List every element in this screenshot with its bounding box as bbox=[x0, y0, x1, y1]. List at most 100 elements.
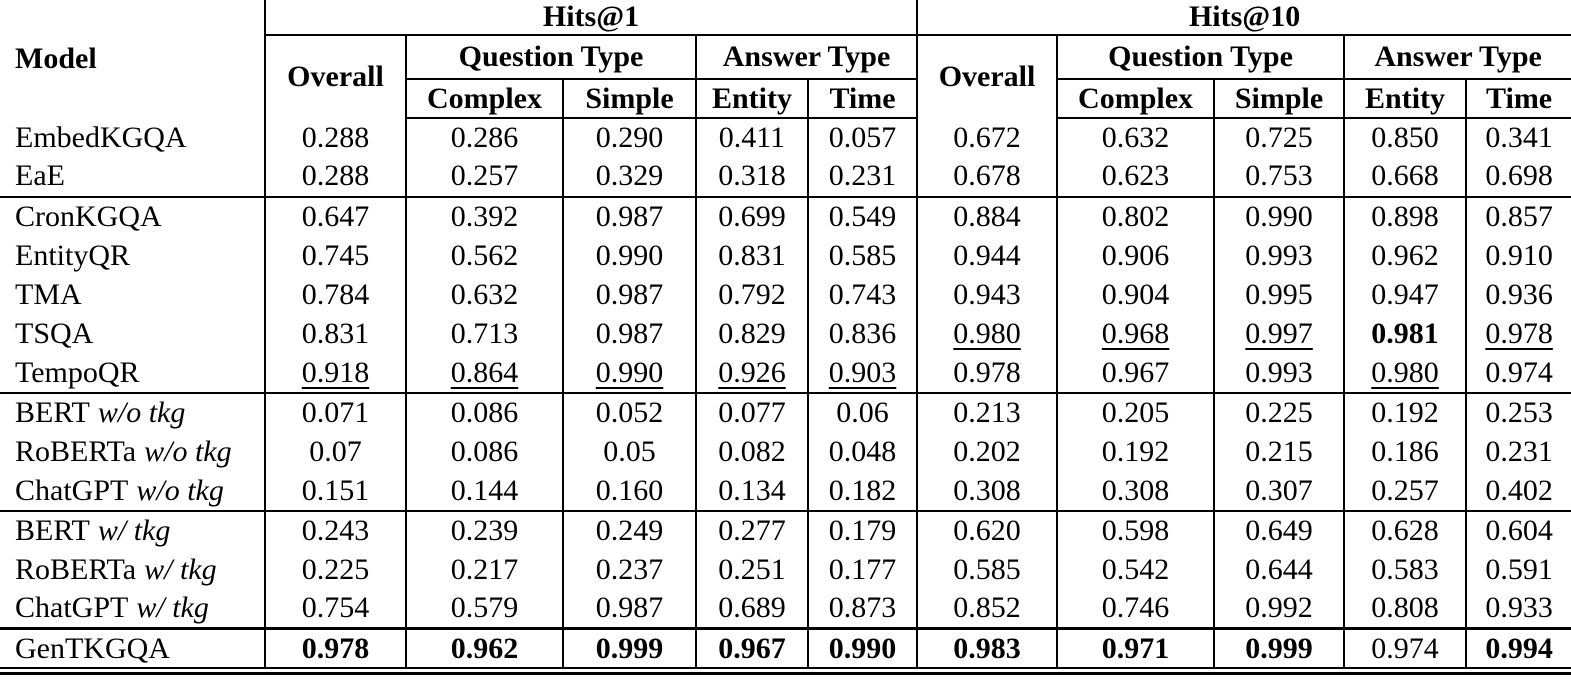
cell-value: 0.579 bbox=[406, 589, 564, 631]
cell-value: 0.341 bbox=[1485, 121, 1553, 155]
cell-value: 0.936 bbox=[1485, 277, 1553, 311]
cell-value: 0.743 bbox=[808, 275, 919, 315]
cell-model: TSQA bbox=[0, 314, 266, 354]
model-suffix: w/ tkg bbox=[97, 514, 171, 548]
cell-value: 0.699 bbox=[696, 196, 809, 236]
cell-value: 0.239 bbox=[406, 510, 564, 551]
col-header-overall-hits1: Overall bbox=[265, 35, 407, 118]
cell-value: 0.980 bbox=[917, 314, 1059, 354]
cell-value: 0.308 bbox=[1057, 471, 1216, 512]
cell-model: GenTKGQA bbox=[0, 628, 266, 670]
cell-value: 0.808 bbox=[1344, 589, 1468, 631]
col-header-question-type-hits1: Question Type bbox=[406, 35, 697, 80]
cell-value: 0.549 bbox=[808, 196, 919, 236]
model-name: BERT bbox=[15, 514, 90, 548]
cell-value: 0.978 bbox=[265, 628, 407, 670]
cell-value: 0.277 bbox=[696, 510, 809, 551]
cell-value: 0.213 bbox=[917, 393, 1059, 433]
model-name: RoBERTa bbox=[15, 552, 137, 586]
col-header-simple-hits1: Simple bbox=[563, 79, 697, 119]
cell-value: 0.947 bbox=[1344, 275, 1468, 315]
cell-value: 0.974 bbox=[1344, 628, 1468, 670]
cell-value: 0.745 bbox=[265, 235, 407, 276]
col-header-simple-hits10: Simple bbox=[1214, 79, 1346, 119]
cell-value: 0.999 bbox=[1214, 628, 1346, 670]
cell-value: 0.910 bbox=[1485, 238, 1553, 272]
cell-value: 0.987 bbox=[563, 589, 697, 631]
bottom-double-rule bbox=[0, 672, 1571, 676]
cell-value: 0.071 bbox=[265, 393, 407, 433]
table-header: Model Hits@1 Hits@10 Overall Question Ty… bbox=[0, 0, 1571, 119]
model-name: CronKGQA bbox=[15, 199, 162, 233]
cell-value: 0.698 bbox=[1466, 157, 1571, 198]
header-row-leaf: Complex Simple Entity Time Complex Simpl… bbox=[0, 79, 1571, 119]
header-row-subgroups: Overall Question Type Answer Type Overal… bbox=[0, 35, 1571, 118]
model-name: EntityQR bbox=[15, 238, 131, 272]
cell-value: 0.177 bbox=[808, 550, 919, 590]
cell-value: 0.792 bbox=[696, 275, 809, 315]
cell-model: EaE bbox=[0, 157, 266, 198]
cell-value: 0.987 bbox=[563, 314, 697, 354]
cell-value: 0.990 bbox=[1214, 196, 1346, 236]
table-row: TempoQR 0.918 0.864 0.990 0.926 0.903 0.978 0.9… bbox=[0, 353, 1571, 395]
cell-value: 0.192 bbox=[1057, 432, 1216, 472]
cell-value: 0.943 bbox=[917, 275, 1059, 315]
cell-value: 0.987 bbox=[563, 275, 697, 315]
cell-value: 0.585 bbox=[808, 235, 919, 276]
cell-value: 0.990 bbox=[808, 628, 919, 670]
cell-value: 0.873 bbox=[808, 589, 919, 631]
cell-model: EntityQR bbox=[0, 235, 266, 276]
header-row-groups: Model Hits@1 Hits@10 bbox=[0, 0, 1571, 118]
cell-value: 0.07 bbox=[265, 432, 407, 472]
cell-value: 0.944 bbox=[917, 235, 1059, 276]
cell-value: 0.160 bbox=[563, 471, 697, 512]
cell-value: 0.179 bbox=[808, 510, 919, 551]
cell-value: 0.562 bbox=[406, 235, 564, 276]
cell-value: 0.962 bbox=[1344, 235, 1468, 276]
table-row: BERT w/ tkg 0.243 0.239 0.249 0.277 0.179 0.620… bbox=[0, 510, 1571, 551]
cell-value: 0.980 bbox=[1344, 353, 1468, 395]
table-row: GenTKGQA 0.978 0.962 0.999 0.967 0.990 0.983 0.… bbox=[0, 628, 1571, 670]
cell-value: 0.249 bbox=[563, 510, 697, 551]
cell-value: 0.237 bbox=[563, 550, 697, 590]
cell-value: 0.225 bbox=[265, 550, 407, 590]
model-name: TMA bbox=[15, 277, 82, 311]
cell-value: 0.253 bbox=[1485, 396, 1553, 430]
cell-value: 0.290 bbox=[563, 118, 697, 158]
cell-value: 0.754 bbox=[265, 589, 407, 631]
cell-value: 0.999 bbox=[563, 628, 697, 670]
model-suffix: w/o tkg bbox=[144, 435, 232, 469]
cell-value: 0.978 bbox=[917, 353, 1059, 395]
cell-value: 0.086 bbox=[406, 393, 564, 433]
col-header-complex-hits1: Complex bbox=[406, 79, 564, 119]
cell-value: 0.286 bbox=[406, 118, 564, 158]
model-suffix: w/o tkg bbox=[97, 396, 186, 430]
cell-value: 0.857 bbox=[1485, 199, 1553, 233]
cell-value: 0.831 bbox=[696, 235, 809, 276]
cell-value: 0.620 bbox=[917, 510, 1059, 551]
cell-value: 0.048 bbox=[808, 432, 919, 472]
cell-value: 0.632 bbox=[1057, 118, 1216, 158]
cell-value: 0.231 bbox=[1485, 435, 1553, 469]
col-header-model: Model bbox=[0, 0, 266, 118]
cell-value: 0.649 bbox=[1214, 510, 1346, 551]
cell-value: 0.898 bbox=[1344, 196, 1468, 236]
table-row: EaE 0.288 0.257 0.329 0.318 0.231 0.678 0.623 0.… bbox=[0, 157, 1571, 198]
cell-model: ChatGPT w/ tkg bbox=[0, 589, 266, 631]
cell-value: 0.802 bbox=[1057, 196, 1216, 236]
col-header-entity-hits10: Entity bbox=[1344, 79, 1468, 119]
cell-value: 0.225 bbox=[1214, 393, 1346, 433]
cell-value: 0.987 bbox=[563, 196, 697, 236]
cell-value: 0.904 bbox=[1057, 275, 1216, 315]
cell-value: 0.598 bbox=[1057, 510, 1216, 551]
model-name: GenTKGQA bbox=[15, 631, 170, 665]
cell-value: 0.967 bbox=[696, 628, 809, 670]
cell-value: 0.678 bbox=[917, 157, 1059, 198]
cell-value: 0.990 bbox=[563, 235, 697, 276]
cell-value: 0.591 bbox=[1485, 552, 1553, 586]
cell-value: 0.583 bbox=[1344, 550, 1468, 590]
cell-value: 0.978 bbox=[1485, 317, 1553, 351]
cell-model: ChatGPT w/o tkg bbox=[0, 471, 266, 512]
cell-value: 0.668 bbox=[1344, 157, 1468, 198]
cell-value: 0.077 bbox=[696, 393, 809, 433]
